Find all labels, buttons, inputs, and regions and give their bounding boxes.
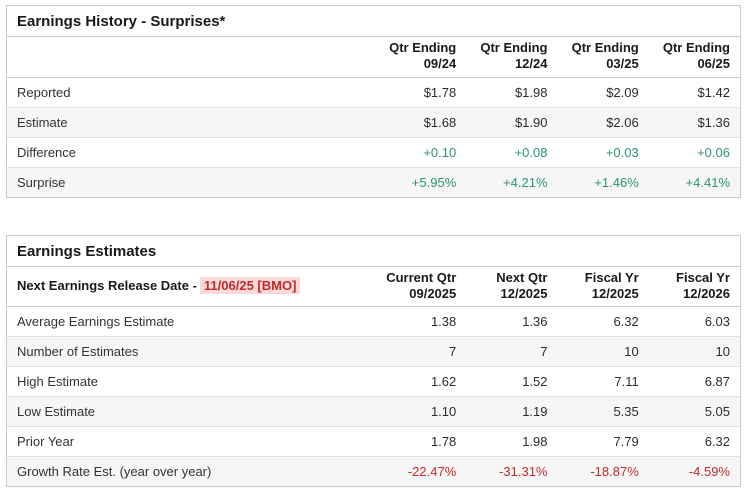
column-header-line1: Fiscal Yr [676,269,730,285]
cell-value: 1.78 [375,426,467,457]
column-header: Current Qtr 09/2025 [375,266,467,307]
cell-value: 1.10 [375,396,467,427]
cell-value: -18.87% [590,464,639,479]
table-row-growth-rate-est: Growth Rate Est. (year over year) -22.47… [7,456,740,486]
earnings-history-header-row: Qtr Ending 09/24 Qtr Ending 12/24 Qtr En… [7,37,740,78]
column-header-line1: Qtr Ending [480,40,548,55]
cell-value: 7.11 [557,366,649,397]
cell-value: -4.59% [688,464,730,479]
column-header-line1: Next Qtr [496,269,548,285]
cell-value: 6.87 [648,366,740,397]
row-label: Estimate [7,107,375,138]
table-row-number-of-estimates: Number of Estimates 7 7 10 10 [7,336,740,367]
column-header-line1: Current Qtr [386,269,457,285]
earnings-history-title: Earnings History - Surprises* [7,6,740,37]
column-header-line2: 12/2025 [500,285,548,301]
row-label: Average Earnings Estimate [7,306,375,337]
column-header-line1: Qtr Ending [389,40,457,55]
cell-value: 6.32 [557,306,649,337]
cell-value: 5.05 [648,396,740,427]
cell-value: -31.31% [499,464,548,479]
cell-value: $1.98 [466,77,558,108]
cell-value: +5.95% [411,174,457,190]
cell-value: -22.47% [407,464,457,479]
column-header: Fiscal Yr 12/2025 [557,266,649,307]
cell-value: +0.03 [557,137,649,168]
cell-value: 1.38 [375,306,467,337]
column-header-line1: Fiscal Yr [584,269,639,285]
cell-value: 7 [466,336,558,367]
cell-value: 5.35 [557,396,649,427]
row-label: Surprise [17,174,66,190]
table-row-reported: Reported $1.78 $1.98 $2.09 $1.42 [7,77,740,108]
column-header-line2: 12/2026 [683,285,730,301]
cell-value: +4.41% [685,174,730,190]
earnings-estimates-header-row: Next Earnings Release Date -11/06/25 [BM… [7,266,740,307]
row-label: Difference [7,137,375,168]
cell-value: +0.06 [648,137,740,168]
cell-value: 1.98 [466,426,558,457]
table-row-surprise: Surprise +5.95% +4.21% +1.46% +4.41% [7,167,740,197]
cell-value: $1.78 [375,77,467,108]
column-header: Qtr Ending 03/25 [557,37,649,78]
earnings-estimates-panel: Earnings Estimates Next Earnings Release… [6,234,741,487]
table-row-prior-year: Prior Year 1.78 1.98 7.79 6.32 [7,426,740,457]
column-header-line2: 09/24 [423,56,457,72]
cell-value: 1.36 [466,306,558,337]
cell-value: $1.42 [648,77,740,108]
table-row-average-earnings-estimate: Average Earnings Estimate 1.38 1.36 6.32… [7,306,740,337]
cell-value: +1.46% [594,174,639,190]
earnings-estimates-table: Next Earnings Release Date -11/06/25 [BM… [7,266,740,486]
row-label: High Estimate [7,366,375,397]
row-label: Number of Estimates [7,336,375,367]
cell-value: 1.19 [466,396,558,427]
column-header: Qtr Ending 12/24 [466,37,558,78]
column-header: Qtr Ending 09/24 [375,37,467,78]
row-label: Low Estimate [7,396,375,427]
cell-value: 1.52 [466,366,558,397]
column-header-line2: 03/25 [606,56,639,72]
column-header: Next Qtr 12/2025 [466,266,558,307]
row-label: Reported [7,77,375,108]
cell-value: +0.10 [375,137,467,168]
cell-value: +0.08 [466,137,558,168]
table-row-high-estimate: High Estimate 1.62 1.52 7.11 6.87 [7,366,740,397]
cell-value: 7 [375,336,467,367]
earnings-estimates-title: Earnings Estimates [7,236,740,267]
cell-value: 10 [648,336,740,367]
cell-value: 7.79 [557,426,649,457]
release-date-value: 11/06/25 [BMO] [199,276,301,294]
cell-value: $1.68 [375,107,467,138]
column-header-line1: Qtr Ending [571,40,639,55]
cell-value: $2.06 [557,107,649,138]
column-header: Qtr Ending 06/25 [648,37,740,78]
cell-value: 6.03 [648,306,740,337]
release-date-label: Next Earnings Release Date - [17,277,197,293]
cell-value: $2.09 [557,77,649,108]
table-row-low-estimate: Low Estimate 1.10 1.19 5.35 5.05 [7,396,740,427]
row-label: Prior Year [7,426,375,457]
cell-value: $1.90 [466,107,558,138]
column-header-line2: 09/2025 [409,285,457,301]
column-header-line2: 12/24 [514,56,548,72]
earnings-history-panel: Earnings History - Surprises* Qtr Ending… [6,5,741,198]
row-label: Growth Rate Est. (year over year) [17,464,212,479]
table-row-difference: Difference +0.10 +0.08 +0.03 +0.06 [7,137,740,168]
next-earnings-release-date: Next Earnings Release Date -11/06/25 [BM… [7,266,375,307]
earnings-history-table: Qtr Ending 09/24 Qtr Ending 12/24 Qtr En… [7,37,740,197]
column-header: Fiscal Yr 12/2026 [648,266,740,307]
table-row-estimate: Estimate $1.68 $1.90 $2.06 $1.36 [7,107,740,138]
cell-value: 10 [557,336,649,367]
column-header-line1: Qtr Ending [662,40,730,55]
cell-value: $1.36 [648,107,740,138]
column-header-line2: 06/25 [697,56,730,72]
column-header-line2: 12/2025 [591,285,639,301]
cell-value: 1.62 [375,366,467,397]
cell-value: 6.32 [648,426,740,457]
cell-value: +4.21% [503,174,548,190]
empty-header-cell [7,37,375,78]
